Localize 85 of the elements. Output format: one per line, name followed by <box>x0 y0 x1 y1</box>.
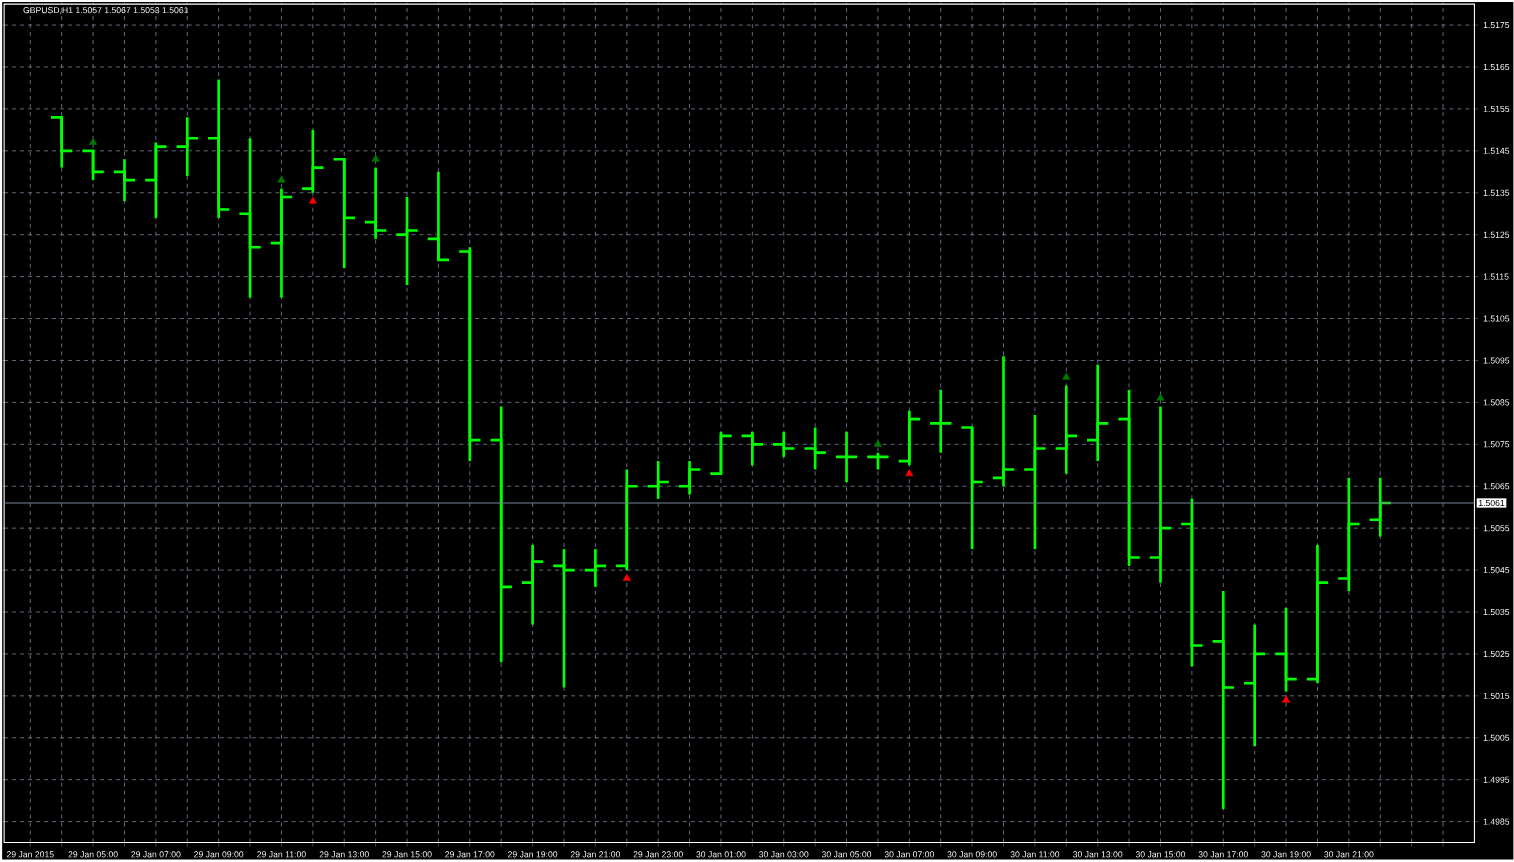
chart-title: GBPUSD,H1 1.5057 1.5067 1.5053 1.5061 <box>23 7 189 15</box>
candlestick <box>991 355 1016 488</box>
candlestick <box>81 149 106 182</box>
candlestick <box>395 195 420 287</box>
candlestick <box>332 157 357 270</box>
point <box>905 469 914 477</box>
ref-line-label: 1.5061 <box>1478 500 1505 507</box>
x-tick-label: 29 Jan 19:00 <box>508 851 558 858</box>
y-tick-label: 1.5045 <box>1483 567 1510 574</box>
y-tick-label: 1.5015 <box>1483 692 1510 699</box>
point <box>89 138 98 145</box>
candlestick <box>1179 497 1204 668</box>
y-tick-label: 1.5085 <box>1483 399 1510 406</box>
y-tick-label: 1.5115 <box>1483 273 1509 280</box>
candlestick <box>49 116 74 170</box>
x-tick-label: 29 Jan 17:00 <box>445 851 495 858</box>
y-tick-label: 1.5065 <box>1483 483 1510 490</box>
x-tick-label: 29 Jan 21:00 <box>570 851 621 858</box>
x-tick-label: 30 Jan 11:00 <box>1010 851 1060 858</box>
x-tick-label: 29 Jan 15:00 <box>382 851 432 858</box>
y-tick-label: 1.5165 <box>1483 64 1510 71</box>
x-tick-label: 29 Jan 07:00 <box>131 851 181 858</box>
x-tick-label: 30 Jan 17:00 <box>1198 851 1248 858</box>
x-tick-label: 29 Jan 13:00 <box>319 851 369 858</box>
candlestick <box>206 78 231 220</box>
candlestick <box>834 430 859 484</box>
point <box>1156 393 1165 401</box>
point <box>277 175 286 183</box>
x-tick-label: 30 Jan 15:00 <box>1135 851 1186 858</box>
y-tick-label: 1.5075 <box>1483 441 1510 448</box>
x-tick-label: 29 Jan 23:00 <box>633 851 683 858</box>
candlestick <box>112 157 137 203</box>
candlestick <box>771 430 796 459</box>
candlestick <box>238 137 263 299</box>
x-tick-label: 30 Jan 21:00 <box>1324 851 1374 858</box>
candlestick <box>551 547 576 689</box>
y-tick-label: 1.5005 <box>1483 734 1510 741</box>
point <box>371 154 380 162</box>
candlestick <box>646 459 671 501</box>
candlestick <box>426 170 451 262</box>
candlestick <box>175 116 200 178</box>
candlestick <box>300 128 325 195</box>
candlestick <box>1117 388 1142 568</box>
x-tick-label: 29 Jan 11:00 <box>257 851 306 858</box>
y-tick-label: 1.5135 <box>1483 189 1510 196</box>
candlestick <box>1022 413 1047 551</box>
candlestick <box>740 430 765 467</box>
x-tick-label: 30 Jan 03:00 <box>759 851 809 858</box>
y-tick-label: 1.4985 <box>1483 818 1510 825</box>
point <box>873 439 882 447</box>
y-tick-label: 1.5035 <box>1483 609 1510 616</box>
candlestick <box>960 426 985 551</box>
y-tick-label: 1.5095 <box>1483 357 1510 364</box>
candlestick <box>489 405 514 664</box>
point <box>1062 372 1071 380</box>
candlestick <box>520 543 545 626</box>
y-tick-label: 1.5125 <box>1483 231 1510 238</box>
y-tick-label: 1.5175 <box>1483 22 1510 29</box>
x-tick-label: 30 Jan 13:00 <box>1073 851 1123 858</box>
x-tick-label: 30 Jan 01:00 <box>696 851 746 858</box>
x-tick-label: 30 Jan 07:00 <box>884 851 934 858</box>
candlestick <box>457 246 482 463</box>
candlestick <box>928 388 953 455</box>
x-tick-label: 30 Jan 09:00 <box>947 851 997 858</box>
y-tick-label: 1.5025 <box>1483 650 1510 658</box>
x-tick-label: 30 Jan 19:00 <box>1261 851 1311 858</box>
x-tick-label: 30 Jan 05:00 <box>821 851 872 858</box>
point <box>622 574 631 581</box>
point <box>308 196 317 204</box>
candlestick <box>803 426 828 471</box>
candlestick <box>1274 606 1299 694</box>
y-tick-label: 1.5105 <box>1483 315 1510 322</box>
candlestick <box>677 459 702 497</box>
point <box>1282 695 1291 703</box>
candlestick <box>1054 384 1079 476</box>
x-tick-label: 29 Jan 09:00 <box>194 851 244 858</box>
candlestick <box>1085 363 1110 463</box>
y-tick-label: 1.5145 <box>1483 147 1510 154</box>
x-tick-label: 29 Jan 05:00 <box>68 851 118 858</box>
y-tick-label: 1.5055 <box>1483 525 1510 532</box>
y-tick-label: 1.4995 <box>1483 776 1510 783</box>
candlestick <box>1211 589 1236 811</box>
x-tick-label: 29 Jan 2015 <box>6 851 54 858</box>
y-tick-label: 1.5155 <box>1483 105 1510 113</box>
candlestick <box>363 166 388 241</box>
